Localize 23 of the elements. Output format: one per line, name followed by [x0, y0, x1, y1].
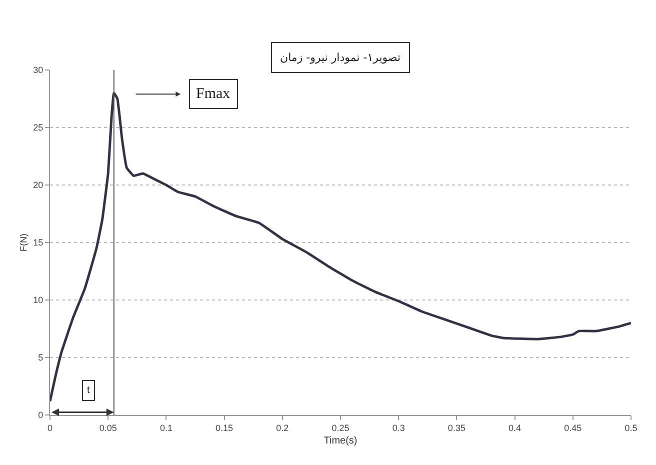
y-tick-label: 0	[38, 410, 44, 420]
chart-title: تصویر۱- نمودار نیرو- زمان	[280, 51, 401, 64]
x-tick-label: 0.25	[332, 422, 350, 433]
x-tick-label: 0.1	[160, 422, 172, 433]
y-tick-label: 10	[33, 295, 44, 306]
x-tick-label: 0.45	[564, 422, 582, 433]
y-tick-label: 30	[33, 65, 44, 76]
x-tick-label: 0.15	[216, 422, 234, 433]
annotation: t	[87, 385, 90, 396]
y-axis-title: F(N)	[18, 234, 29, 252]
x-tick-label: 0.3	[392, 422, 405, 433]
x-tick-label: 0.4	[508, 422, 522, 433]
y-tick-label: 20	[33, 180, 44, 190]
x-tick-label: 0	[47, 422, 53, 433]
x-tick-label: 0.2	[276, 422, 289, 433]
x-tick-label: 0.35	[448, 422, 466, 433]
x-tick-label: 0.5	[624, 422, 638, 433]
y-tick-label: 15	[33, 238, 44, 248]
x-axis-title: Time(s)	[324, 435, 358, 446]
x-tick-label: 0.05	[99, 422, 117, 433]
annotation: Fmax	[196, 86, 231, 102]
y-tick-label: 5	[38, 352, 44, 363]
y-tick-label: 25	[33, 122, 44, 133]
